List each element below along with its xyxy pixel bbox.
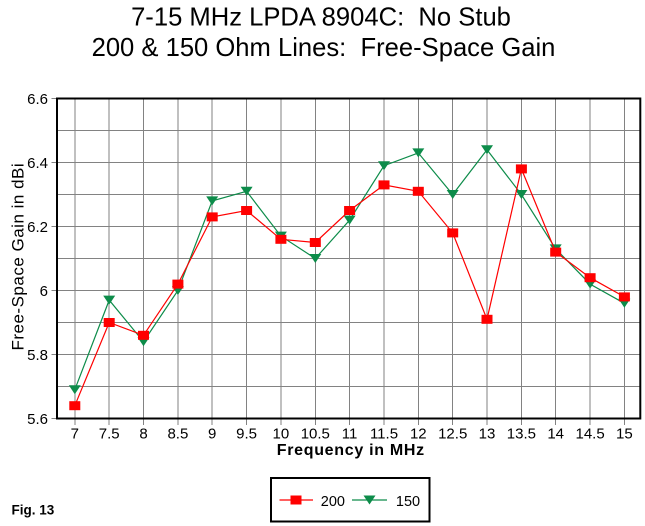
- svg-text:5.6: 5.6: [27, 411, 48, 428]
- svg-text:200 & 150 Ohm Lines: Free-Spa: 200 & 150 Ohm Lines: Free-Space Gain: [92, 34, 556, 62]
- svg-text:15: 15: [616, 425, 633, 442]
- svg-text:11.5: 11.5: [370, 425, 398, 442]
- svg-text:Frequency in MHz: Frequency in MHz: [277, 442, 425, 459]
- svg-text:9: 9: [208, 425, 216, 442]
- svg-text:7-15 MHz LPDA 8904C: No Stub: 7-15 MHz LPDA 8904C: No Stub: [131, 4, 511, 32]
- svg-text:12: 12: [410, 425, 427, 442]
- svg-text:5.8: 5.8: [27, 347, 48, 364]
- svg-text:10.5: 10.5: [301, 425, 330, 442]
- svg-text:13.5: 13.5: [507, 425, 536, 442]
- svg-text:9.5: 9.5: [236, 425, 257, 442]
- svg-text:6.4: 6.4: [27, 155, 48, 172]
- svg-text:200: 200: [321, 494, 345, 510]
- svg-text:6.2: 6.2: [27, 219, 48, 236]
- svg-text:10: 10: [273, 425, 290, 442]
- svg-text:12.5: 12.5: [438, 425, 467, 442]
- svg-text:7: 7: [71, 425, 79, 442]
- svg-text:6: 6: [40, 283, 48, 300]
- svg-text:11: 11: [342, 425, 358, 442]
- svg-text:Free-Space Gain in dBi: Free-Space Gain in dBi: [9, 163, 28, 351]
- svg-text:8.5: 8.5: [167, 425, 188, 442]
- svg-text:14.5: 14.5: [575, 425, 604, 442]
- svg-text:6.6: 6.6: [27, 91, 48, 108]
- svg-text:Fig. 13: Fig. 13: [12, 502, 55, 517]
- svg-text:8: 8: [139, 425, 147, 442]
- svg-text:150: 150: [396, 494, 420, 510]
- svg-text:13: 13: [479, 425, 496, 442]
- svg-text:7.5: 7.5: [99, 425, 120, 442]
- svg-text:14: 14: [547, 425, 564, 442]
